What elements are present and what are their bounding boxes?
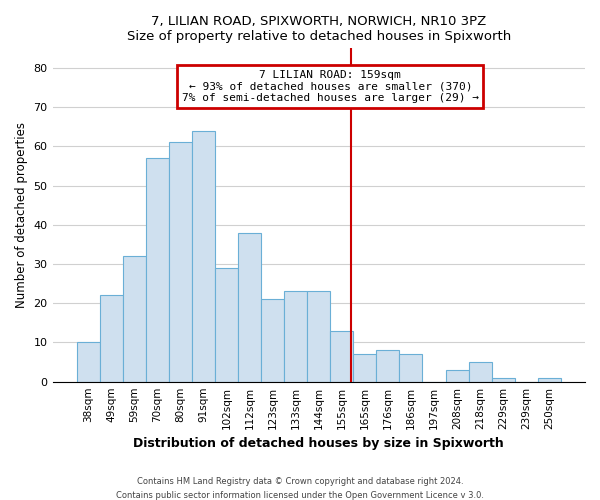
Bar: [400, 354, 422, 382]
Y-axis label: Number of detached properties: Number of detached properties: [15, 122, 28, 308]
Bar: [238, 232, 261, 382]
Bar: [353, 354, 376, 382]
Bar: [146, 158, 169, 382]
Bar: [284, 292, 307, 382]
Bar: [538, 378, 561, 382]
Text: Contains HM Land Registry data © Crown copyright and database right 2024.
Contai: Contains HM Land Registry data © Crown c…: [116, 478, 484, 500]
Bar: [469, 362, 491, 382]
Title: 7, LILIAN ROAD, SPIXWORTH, NORWICH, NR10 3PZ
Size of property relative to detach: 7, LILIAN ROAD, SPIXWORTH, NORWICH, NR10…: [127, 15, 511, 43]
Bar: [100, 296, 123, 382]
Bar: [376, 350, 400, 382]
Bar: [123, 256, 146, 382]
X-axis label: Distribution of detached houses by size in Spixworth: Distribution of detached houses by size …: [133, 437, 504, 450]
Bar: [330, 330, 353, 382]
Bar: [307, 292, 330, 382]
Bar: [215, 268, 238, 382]
Bar: [491, 378, 515, 382]
Bar: [169, 142, 192, 382]
Bar: [77, 342, 100, 382]
Bar: [446, 370, 469, 382]
Bar: [192, 130, 215, 382]
Bar: [261, 300, 284, 382]
Text: 7 LILIAN ROAD: 159sqm
← 93% of detached houses are smaller (370)
7% of semi-deta: 7 LILIAN ROAD: 159sqm ← 93% of detached …: [182, 70, 479, 103]
